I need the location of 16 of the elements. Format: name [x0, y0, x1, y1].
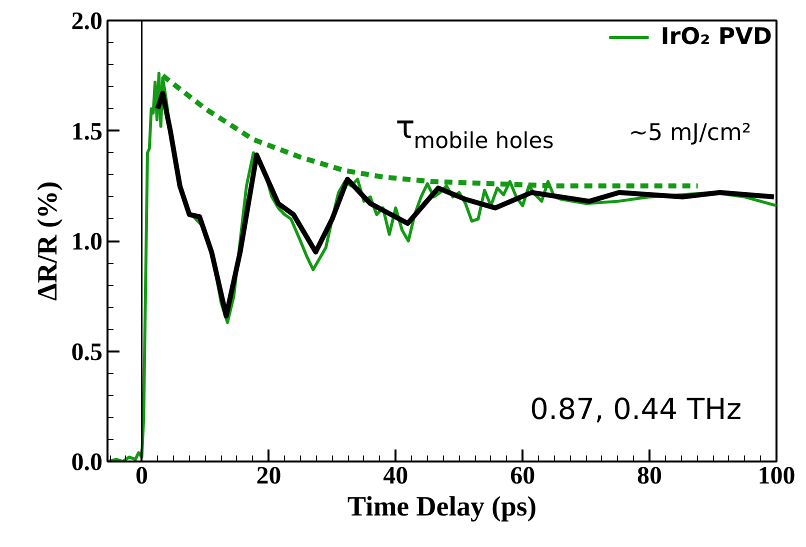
legend-label: IrO₂ PVD — [660, 24, 772, 50]
x-tick-label: 0 — [136, 462, 148, 490]
x-axis-title: Time Delay (ps) — [347, 492, 537, 522]
x-tick-label: 100 — [758, 462, 796, 490]
x-tick-label: 20 — [256, 462, 282, 490]
x-tick-label: 60 — [510, 462, 536, 490]
x-tick-label: 40 — [383, 462, 408, 490]
annotation: 0.87, 0.44 THz — [530, 392, 742, 426]
y-tick-label: 0.5 — [71, 338, 102, 366]
y-axis-title: ΔR/R (%) — [32, 181, 64, 301]
y-tick-label: 2.0 — [71, 8, 102, 35]
annotation: ~5 mJ/cm² — [628, 120, 752, 146]
y-tick-label: 0.0 — [71, 449, 102, 476]
x-tick-label: 80 — [637, 462, 662, 490]
y-tick-label: 1.5 — [71, 118, 102, 146]
y-tick-label: 1.0 — [71, 228, 102, 256]
